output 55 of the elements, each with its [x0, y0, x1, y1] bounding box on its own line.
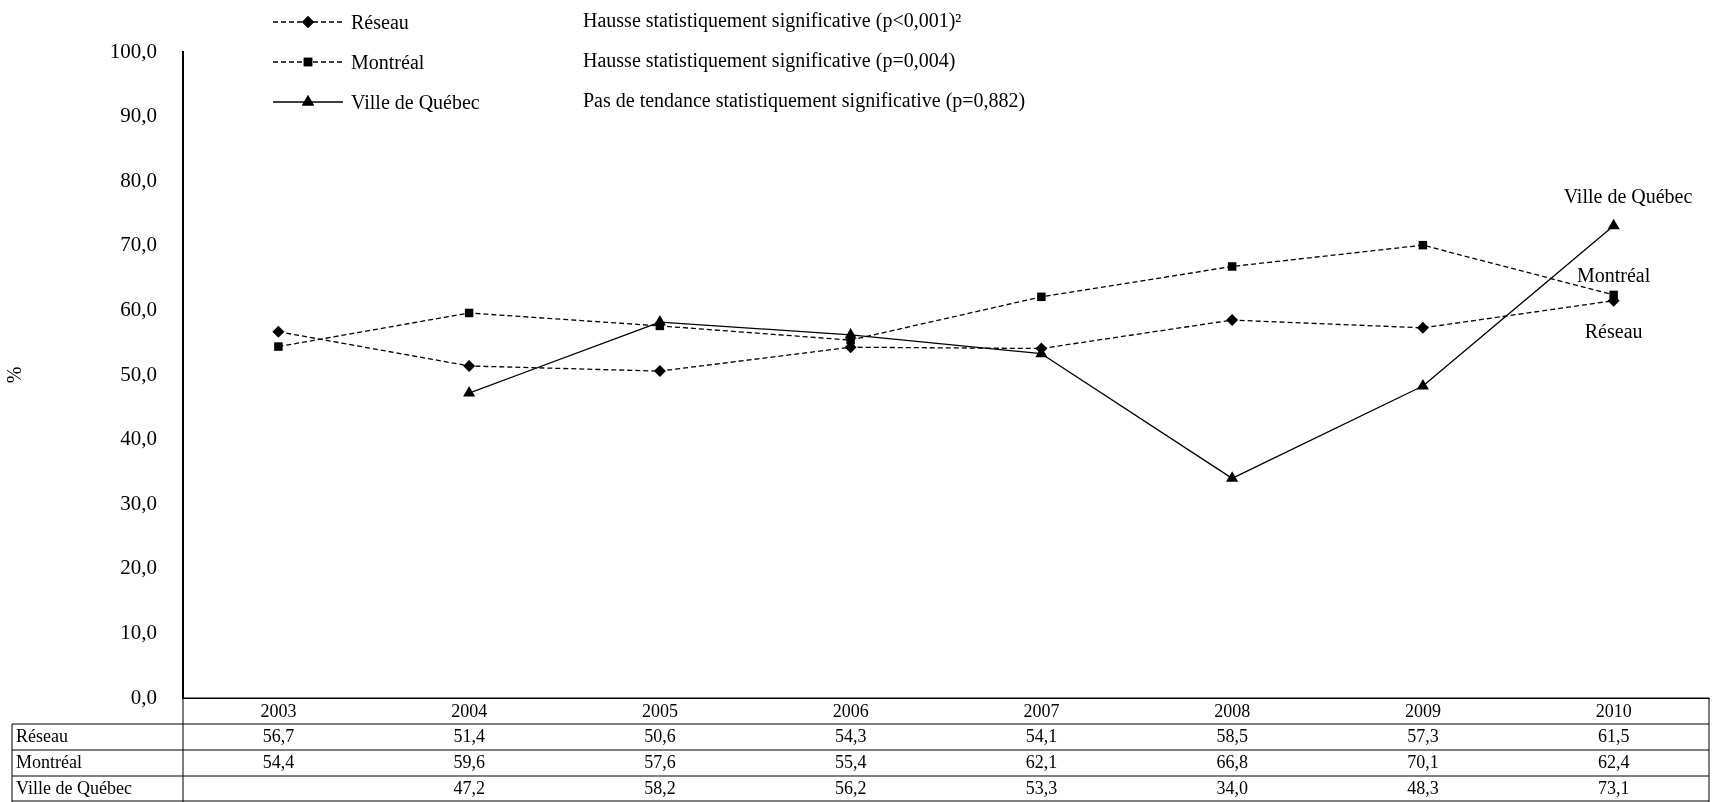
data-label: 47,2 [453, 777, 485, 798]
y-axis-title: % [3, 366, 26, 384]
x-tick-label: 2008 [1214, 700, 1251, 721]
legend-label: Ville de Québec [351, 91, 480, 114]
data-label: 56,7 [262, 725, 295, 746]
x-tick-label: 2006 [832, 700, 869, 721]
data-label: 61,5 [1597, 725, 1630, 746]
data-label: 62,4 [1597, 751, 1630, 772]
annotation: Hausse statistiquement significative (p=0,004) [583, 49, 956, 73]
text: Ville de Québec [16, 777, 132, 798]
y-tick-label: 30,0 [120, 490, 157, 515]
y-tick-label: 60,0 [120, 296, 157, 321]
data-label: 54,1 [1025, 725, 1058, 746]
y-tick-label: 50,0 [120, 361, 157, 386]
data-label: 58,2 [644, 777, 676, 798]
data-label: 70,1 [1407, 751, 1439, 772]
text: Hausse statistiquement significative (p<0,001)² [583, 9, 962, 33]
y-tick-label: 20,0 [120, 555, 157, 580]
data-label: 58,5 [1216, 725, 1248, 746]
x-tick-label: 2005 [641, 700, 678, 721]
data-label: 54,3 [834, 725, 867, 746]
y-tick-label: 70,0 [120, 232, 157, 257]
data-label: 73,1 [1597, 777, 1630, 798]
y-tick-label: 90,0 [120, 103, 157, 128]
legend-label: Réseau [351, 11, 409, 34]
text: Réseau [1584, 319, 1643, 342]
y-tick-label: 40,0 [120, 426, 157, 451]
x-tick-label: 2009 [1404, 700, 1441, 721]
data-label: 56,2 [834, 777, 867, 798]
data-label: 62,1 [1025, 751, 1058, 772]
y-tick-label: 80,0 [120, 167, 157, 192]
x-tick-label: 2003 [260, 700, 297, 721]
x-tick-label: 2010 [1595, 700, 1632, 721]
data-label: 59,6 [453, 751, 485, 772]
legend-label: Montréal [351, 51, 425, 74]
data-label: 57,6 [644, 751, 676, 772]
data-label: 66,8 [1216, 751, 1248, 772]
annotation: Pas de tendance statistiquement significative (p=0,882) [583, 89, 1026, 113]
data-label: 51,4 [453, 725, 485, 746]
data-label: 55,4 [834, 751, 867, 772]
data-label: 50,6 [644, 725, 676, 746]
data-label: 54,4 [262, 751, 295, 772]
data-label: 48,3 [1407, 777, 1439, 798]
data-label: 34,0 [1216, 777, 1248, 798]
data-label: 57,3 [1407, 725, 1439, 746]
x-tick-label: 2007 [1023, 700, 1060, 721]
text: Montréal [16, 751, 82, 772]
text: Ville de Québec [1563, 185, 1693, 208]
y-tick-label: 100,0 [109, 38, 157, 63]
y-tick-label: 10,0 [120, 619, 157, 644]
text: Montréal [1576, 264, 1651, 287]
y-tick-label: 0,0 [130, 684, 157, 709]
data-label: 53,3 [1025, 777, 1058, 798]
x-tick-label: 2004 [451, 700, 488, 721]
text: Réseau [16, 725, 68, 746]
